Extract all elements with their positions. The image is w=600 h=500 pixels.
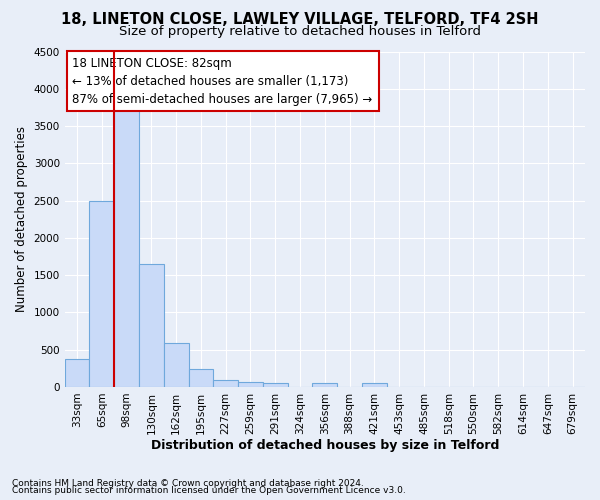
Bar [313, 383, 337, 387]
Text: 18, LINETON CLOSE, LAWLEY VILLAGE, TELFORD, TF4 2SH: 18, LINETON CLOSE, LAWLEY VILLAGE, TELFO… [61, 12, 539, 28]
Bar [362, 383, 387, 387]
Bar [89, 200, 114, 387]
Text: Size of property relative to detached houses in Telford: Size of property relative to detached ho… [119, 25, 481, 38]
Bar [188, 370, 214, 387]
Bar [139, 264, 164, 387]
Bar [238, 382, 263, 387]
Text: Contains public sector information licensed under the Open Government Licence v3: Contains public sector information licen… [12, 486, 406, 495]
Bar [164, 343, 188, 387]
Y-axis label: Number of detached properties: Number of detached properties [15, 126, 28, 312]
Text: 18 LINETON CLOSE: 82sqm
← 13% of detached houses are smaller (1,173)
87% of semi: 18 LINETON CLOSE: 82sqm ← 13% of detache… [73, 56, 373, 106]
Bar [65, 359, 89, 387]
Text: Contains HM Land Registry data © Crown copyright and database right 2024.: Contains HM Land Registry data © Crown c… [12, 478, 364, 488]
Bar [114, 108, 139, 387]
Bar [263, 383, 287, 387]
Bar [214, 380, 238, 387]
X-axis label: Distribution of detached houses by size in Telford: Distribution of detached houses by size … [151, 440, 499, 452]
